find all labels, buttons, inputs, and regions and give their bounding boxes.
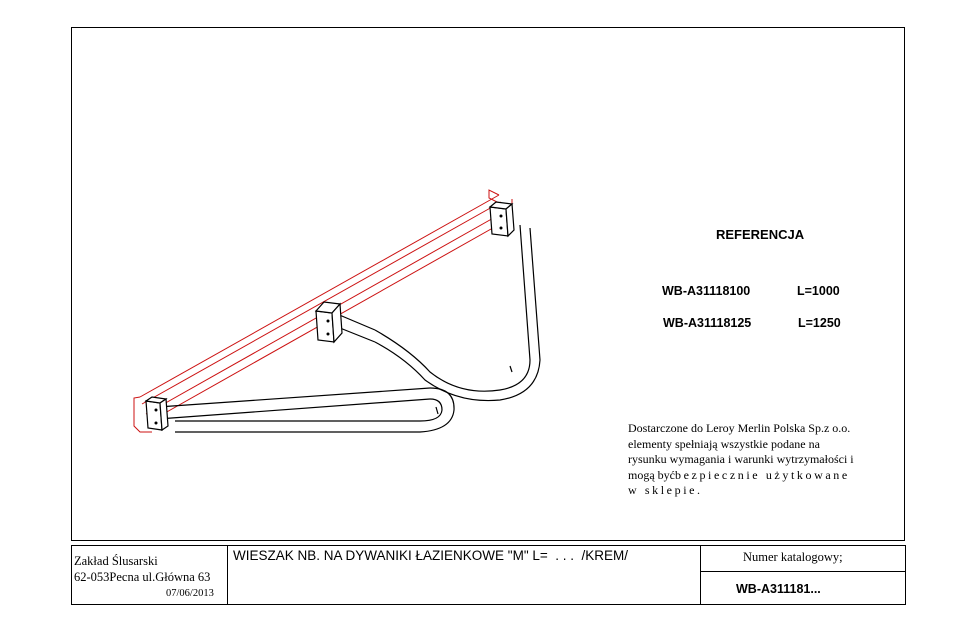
company-info: Zakład Ślusarski 62-053Pecna ul.Główna 6…: [74, 553, 210, 585]
note-line-2: elementy spełniają wszystkie podane na: [628, 436, 820, 451]
note-line-4b: bezpiecznie użytkowane: [675, 467, 850, 482]
catalog-number-label: Numer katalogowy;: [743, 550, 843, 564]
bracket-screws: [154, 214, 503, 425]
brackets: [144, 201, 515, 432]
reference-length-2: L=1250: [798, 316, 841, 330]
note-line-5: w sklepie.: [628, 483, 703, 497]
note-line-3: rysunku wymagania i warunki wytrzymałośc…: [628, 452, 854, 466]
reference-code-1: WB-A31118100: [662, 284, 751, 298]
reference-title: REFERENCJA: [716, 227, 805, 242]
product-description: WIESZAK NB. NA DYWANIKI ŁAZIENKOWE "M" L…: [233, 548, 629, 563]
title-block-catalog-value-cell: [700, 571, 906, 605]
company-name: Zakład Ślusarski: [74, 554, 158, 568]
reference-code-2: WB-A31118125: [663, 316, 752, 330]
note-line-4a: mogą być: [628, 467, 675, 482]
note-line-1: Dostarczone do Leroy Merlin Polska Sp.z …: [628, 421, 851, 435]
drawing-frame: [71, 27, 905, 541]
compliance-note: Dostarczone do Leroy Merlin Polska Sp.z …: [628, 421, 898, 499]
hanger-rods: [157, 224, 541, 433]
drawing-date: 07/06/2013: [166, 588, 214, 599]
company-address: 62-053Pecna ul.Główna 63: [74, 570, 211, 584]
reference-length-1: L=1000: [797, 284, 840, 298]
catalog-number-value: WB-A311181...: [736, 582, 821, 596]
